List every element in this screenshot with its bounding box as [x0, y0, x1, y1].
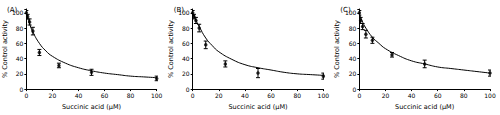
svg-text:Succinic acid (µM): Succinic acid (µM) [395, 103, 454, 111]
svg-text:0: 0 [353, 86, 357, 93]
svg-text:(A): (A) [7, 6, 18, 14]
svg-text:Succinic acid (µM): Succinic acid (µM) [228, 103, 287, 111]
svg-text:% Control activity: % Control activity [333, 20, 341, 78]
svg-text:40: 40 [349, 55, 357, 62]
svg-text:80: 80 [349, 25, 357, 32]
svg-text:60: 60 [267, 92, 275, 99]
svg-text:60: 60 [16, 40, 24, 47]
svg-text:100: 100 [484, 92, 496, 99]
svg-text:80: 80 [127, 92, 135, 99]
svg-text:% Control activity: % Control activity [167, 20, 175, 78]
svg-text:20: 20 [49, 92, 57, 99]
svg-text:80: 80 [16, 25, 24, 32]
svg-text:80: 80 [182, 25, 190, 32]
svg-text:100: 100 [318, 92, 330, 99]
svg-text:60: 60 [182, 40, 190, 47]
svg-text:100: 100 [178, 9, 190, 17]
svg-text:40: 40 [182, 55, 190, 62]
svg-text:% Control activity: % Control activity [1, 20, 9, 78]
svg-text:0: 0 [191, 92, 195, 99]
svg-text:100: 100 [11, 9, 24, 17]
svg-text:20: 20 [215, 92, 223, 99]
svg-text:80: 80 [460, 92, 468, 99]
svg-text:80: 80 [293, 92, 301, 99]
svg-text:60: 60 [101, 92, 109, 99]
svg-text:100: 100 [344, 9, 357, 17]
svg-text:(C): (C) [340, 6, 351, 14]
svg-text:60: 60 [349, 40, 357, 47]
svg-text:60: 60 [434, 92, 442, 99]
svg-text:0: 0 [357, 92, 361, 99]
svg-text:0: 0 [186, 86, 190, 93]
svg-text:20: 20 [182, 70, 190, 77]
svg-text:20: 20 [382, 92, 390, 99]
svg-text:(B): (B) [174, 6, 185, 14]
svg-text:Succinic acid (µM): Succinic acid (µM) [62, 103, 121, 111]
svg-text:20: 20 [349, 70, 357, 77]
svg-text:20: 20 [16, 70, 24, 77]
svg-text:100: 100 [151, 92, 163, 99]
svg-text:40: 40 [16, 55, 24, 62]
svg-text:0: 0 [20, 86, 24, 93]
svg-text:0: 0 [24, 92, 28, 99]
svg-text:40: 40 [408, 92, 416, 99]
svg-text:40: 40 [75, 92, 83, 99]
svg-text:40: 40 [241, 92, 249, 99]
